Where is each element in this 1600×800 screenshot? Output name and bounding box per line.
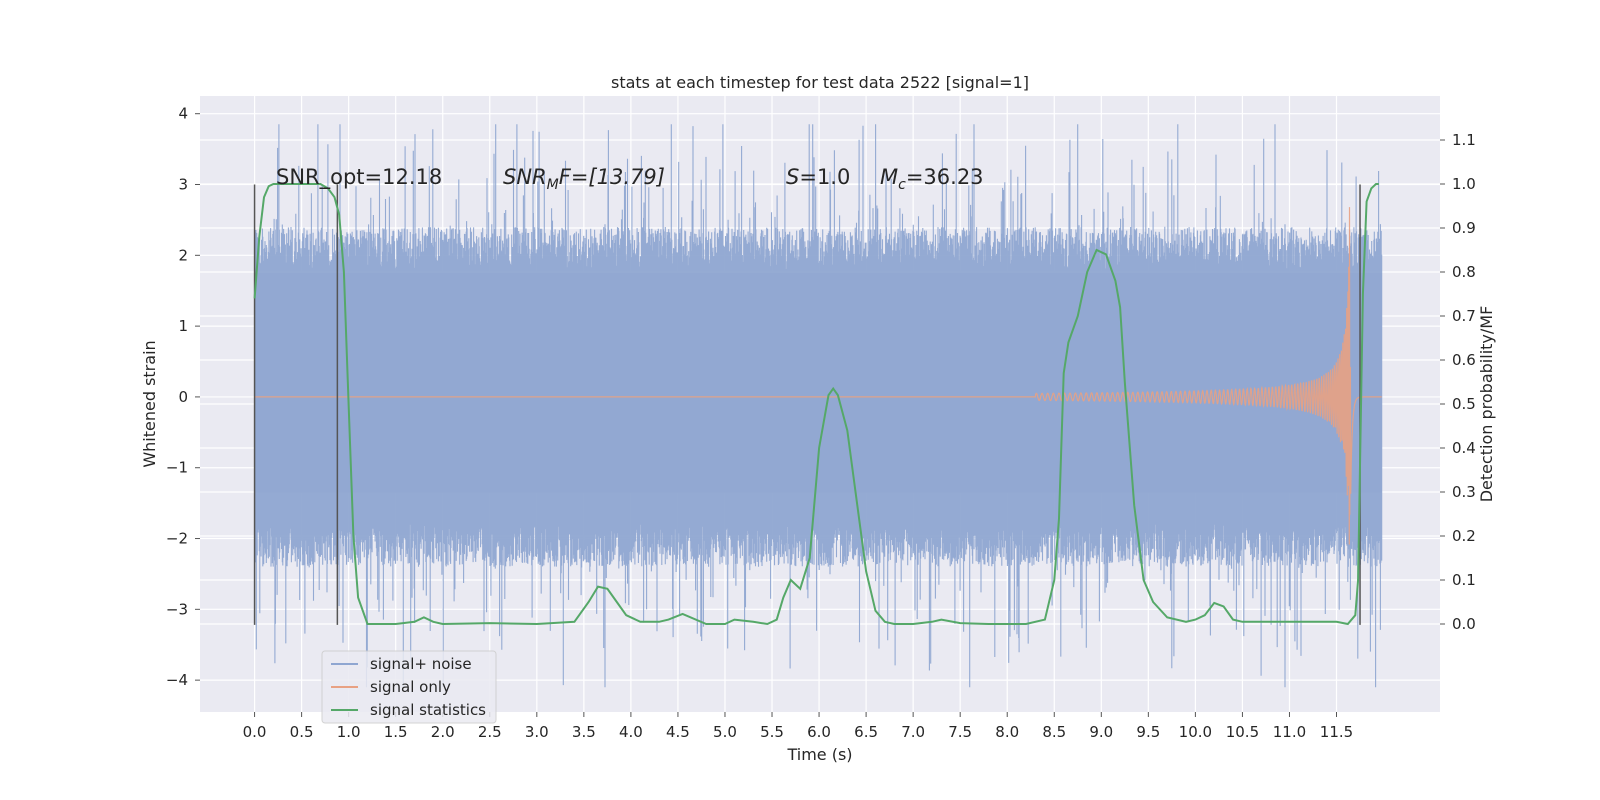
x-tick-label: 6.5	[854, 723, 878, 741]
signal-statistics-series	[253, 183, 1379, 626]
signal-only-series	[254, 207, 1382, 545]
statistics-trace	[253, 183, 1379, 626]
annotation-snr-mf-sub: M	[547, 177, 559, 193]
signal-trace	[254, 207, 1382, 545]
y-left-tick-label: 2	[178, 246, 188, 264]
y-right-tick-label: 0.2	[1452, 527, 1476, 545]
annotation-snr-opt: SNR_opt=12.18	[276, 165, 442, 190]
chart-title: stats at each timestep for test data 252…	[611, 73, 1029, 92]
y-right-tick-label: 0.5	[1452, 395, 1476, 413]
x-tick-label: 2.0	[431, 723, 455, 741]
annotation-snr-mf-rest: F=[13.79]	[559, 165, 665, 189]
annotation-mc: Mc=36.23	[880, 165, 984, 193]
y-right-tick-label: 1.0	[1452, 175, 1476, 193]
x-tick-label: 6.0	[807, 723, 831, 741]
annotation-mc-main: M	[880, 165, 898, 189]
y-left-tick-label: −1	[166, 459, 188, 477]
x-tick-label: 3.0	[525, 723, 549, 741]
y-right-tick-label: 0.9	[1452, 219, 1476, 237]
y-left-tick-label: 3	[178, 176, 188, 194]
y-left-tick-label: −4	[166, 671, 188, 689]
x-tick-label: 0.0	[243, 723, 267, 741]
annotation-mc-rest: =36.23	[906, 165, 984, 189]
annotation-snr-mf: SNRMF=[13.79]	[503, 165, 665, 193]
y-right-tick-label: 0.6	[1452, 351, 1476, 369]
x-tick-label: 10.0	[1179, 723, 1212, 741]
y-right-tick-label: 1.1	[1452, 131, 1476, 149]
x-tick-label: 3.5	[572, 723, 596, 741]
annotation-snr-mf-main: SNR	[503, 165, 547, 189]
x-tick-label: 1.5	[384, 723, 408, 741]
y-right-tick-label: 0.4	[1452, 439, 1476, 457]
tick-labels: 0.0 0.5 1.0 1.5 2.0 2.5 3.0 3.5 4.0 4.5 5.0 5.5 6.0 6…	[166, 105, 1476, 741]
y-right-tick-label: 0.0	[1452, 615, 1476, 633]
x-tick-label: 8.0	[995, 723, 1019, 741]
y-left-tick-label: −2	[166, 530, 188, 548]
x-tick-label: 11.0	[1273, 723, 1306, 741]
x-tick-label: 7.5	[948, 723, 972, 741]
x-tick-label: 4.0	[619, 723, 643, 741]
y-right-tick-label: 0.3	[1452, 483, 1476, 501]
x-tick-label: 0.5	[290, 723, 314, 741]
x-tick-label: 9.0	[1089, 723, 1113, 741]
y-right-tick-label: 0.7	[1452, 307, 1476, 325]
x-tick-label: 5.0	[713, 723, 737, 741]
x-tick-label: 11.5	[1320, 723, 1353, 741]
legend-label-signal: signal only	[370, 678, 451, 696]
x-tick-label: 1.0	[337, 723, 361, 741]
legend: signal+ noise signal only signal statist…	[321, 650, 497, 724]
y-left-tick-label: −3	[166, 600, 188, 618]
x-axis-label: Time (s)	[786, 745, 852, 764]
x-tick-label: 10.5	[1226, 723, 1259, 741]
legend-label-statistics: signal statistics	[370, 701, 486, 719]
y-left-axis-label: Whitened strain	[140, 340, 159, 467]
y-right-axis-label: Detection probability/MF	[1477, 306, 1496, 503]
x-tick-label: 5.5	[760, 723, 784, 741]
annotation-s: S=1.0	[786, 165, 850, 189]
annotation-s-main: S	[786, 165, 799, 189]
x-tick-label: 2.5	[478, 723, 502, 741]
annotation-s-rest: =1.0	[799, 165, 850, 189]
annotation-mc-sub: c	[898, 177, 906, 193]
legend-box	[321, 650, 497, 724]
x-tick-label: 4.5	[666, 723, 690, 741]
y-right-tick-label: 0.1	[1452, 571, 1476, 589]
y-left-tick-label: 0	[178, 388, 188, 406]
legend-label-noise: signal+ noise	[370, 655, 472, 673]
x-tick-label: 8.5	[1042, 723, 1066, 741]
y-right-tick-label: 0.8	[1452, 263, 1476, 281]
y-left-tick-label: 1	[178, 317, 188, 335]
y-left-tick-label: 4	[178, 105, 188, 123]
x-tick-label: 9.5	[1136, 723, 1160, 741]
x-tick-label: 7.0	[901, 723, 925, 741]
